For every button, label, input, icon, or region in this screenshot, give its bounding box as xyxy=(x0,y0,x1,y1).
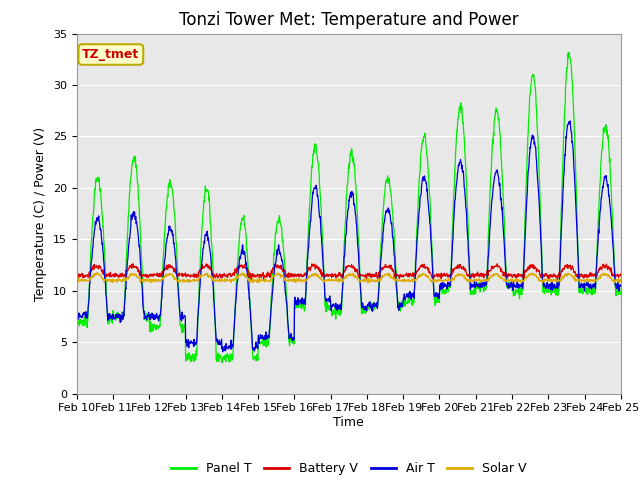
Panel T xyxy=(434,298,442,304)
Title: Tonzi Tower Met: Temperature and Power: Tonzi Tower Met: Temperature and Power xyxy=(179,11,518,29)
Solar V xyxy=(434,277,442,283)
Panel T xyxy=(565,49,573,55)
Air T xyxy=(566,118,574,124)
Air T xyxy=(434,292,442,298)
Battery V xyxy=(493,261,501,266)
Y-axis label: Temperature (C) / Power (V): Temperature (C) / Power (V) xyxy=(35,127,47,300)
Panel T xyxy=(180,324,188,330)
Panel T xyxy=(218,360,226,366)
Line: Solar V: Solar V xyxy=(77,272,621,283)
X-axis label: Time: Time xyxy=(333,416,364,429)
Battery V xyxy=(73,270,81,276)
Air T xyxy=(73,319,81,325)
Solar V xyxy=(195,278,202,284)
Line: Air T: Air T xyxy=(77,121,621,352)
Air T xyxy=(219,349,227,355)
Air T xyxy=(194,315,202,321)
Panel T xyxy=(194,319,202,324)
Panel T xyxy=(505,280,513,286)
Battery V xyxy=(255,273,262,278)
Panel T xyxy=(617,290,625,296)
Solar V xyxy=(617,278,625,284)
Panel T xyxy=(255,340,263,346)
Line: Battery V: Battery V xyxy=(77,264,621,280)
Solar V xyxy=(181,279,189,285)
Air T xyxy=(553,284,561,290)
Solar V xyxy=(73,278,81,284)
Battery V xyxy=(180,272,188,278)
Battery V xyxy=(505,273,513,278)
Battery V xyxy=(617,271,625,277)
Solar V xyxy=(255,279,263,285)
Battery V xyxy=(194,274,202,280)
Air T xyxy=(255,340,263,346)
Solar V xyxy=(364,280,372,286)
Battery V xyxy=(434,272,442,278)
Air T xyxy=(505,281,513,287)
Panel T xyxy=(73,314,81,320)
Solar V xyxy=(505,278,513,284)
Battery V xyxy=(553,273,561,279)
Solar V xyxy=(553,277,561,283)
Panel T xyxy=(553,286,561,291)
Legend: Panel T, Battery V, Air T, Solar V: Panel T, Battery V, Air T, Solar V xyxy=(166,457,531,480)
Battery V xyxy=(362,277,370,283)
Air T xyxy=(617,284,625,289)
Line: Panel T: Panel T xyxy=(77,52,621,363)
Text: TZ_tmet: TZ_tmet xyxy=(82,48,140,61)
Air T xyxy=(180,313,188,319)
Solar V xyxy=(93,269,101,275)
